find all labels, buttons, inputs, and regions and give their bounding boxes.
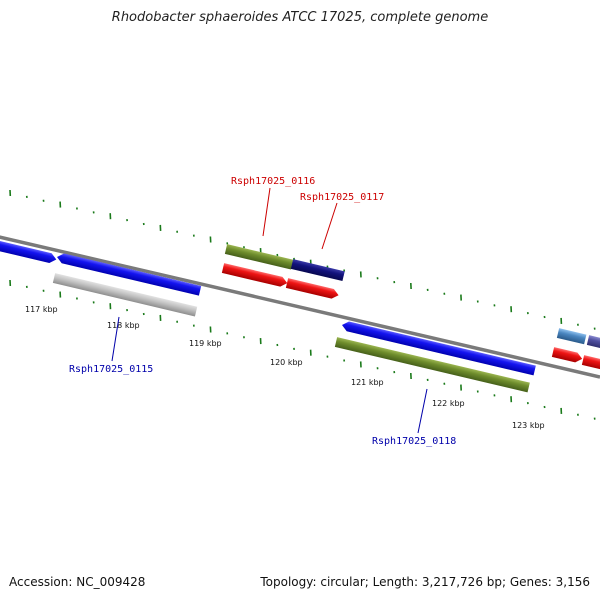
gene-arrow-blue-lower[interactable]	[341, 320, 536, 376]
gene-arrow-forward-blue-left[interactable]	[0, 240, 57, 264]
gene-arrow-reverse-blue[interactable]	[56, 252, 202, 296]
kbp-label: 117 kbp	[25, 305, 58, 314]
gene-label-0116[interactable]: Rsph17025_0116	[231, 176, 315, 187]
kbp-label: 123 kbp	[512, 421, 545, 430]
leader-line-0116	[262, 187, 271, 237]
gene-arrow-purple-right[interactable]	[586, 335, 600, 350]
gene-label-0117[interactable]: Rsph17025_0117	[300, 192, 384, 203]
gene-label-0115[interactable]: Rsph17025_0115	[69, 364, 153, 375]
gene-arrow-red-right-2[interactable]	[581, 355, 600, 371]
kbp-label: 120 kbp	[270, 358, 303, 367]
genome-summary-text: Topology: circular; Length: 3,217,726 bp…	[260, 575, 590, 589]
kbp-label: 122 kbp	[432, 399, 465, 408]
gene-arrow-green-0118[interactable]	[334, 337, 530, 393]
gene-arrow-gray-0115[interactable]	[52, 273, 198, 317]
gene-arrow-navy-0117[interactable]	[290, 259, 345, 282]
inner-tick-track	[9, 279, 596, 420]
accession-text: Accession: NC_009428	[9, 575, 146, 589]
kbp-label-group: 117 kbp 118 kbp 119 kbp 120 kbp 121 kbp 122 k…	[25, 305, 545, 430]
gene-arrow-red-right[interactable]	[551, 347, 583, 364]
leader-line-0118	[417, 388, 428, 434]
leader-line-0117	[321, 202, 338, 250]
kbp-label: 121 kbp	[351, 378, 384, 387]
kbp-label: 118 kbp	[107, 321, 140, 330]
gene-arrow-red-b[interactable]	[285, 278, 340, 300]
genome-backbone	[0, 235, 600, 379]
gene-label-0118[interactable]: Rsph17025_0118	[372, 436, 456, 447]
kbp-label: 119 kbp	[189, 339, 222, 348]
gene-arrow-green-0116[interactable]	[224, 244, 294, 270]
map-title: Rhodobacter sphaeroides ATCC 17025, comp…	[111, 10, 489, 25]
leader-line-0115	[111, 316, 120, 362]
gene-arrow-steel-right[interactable]	[556, 328, 587, 345]
gene-arrow-red-a[interactable]	[221, 263, 289, 288]
